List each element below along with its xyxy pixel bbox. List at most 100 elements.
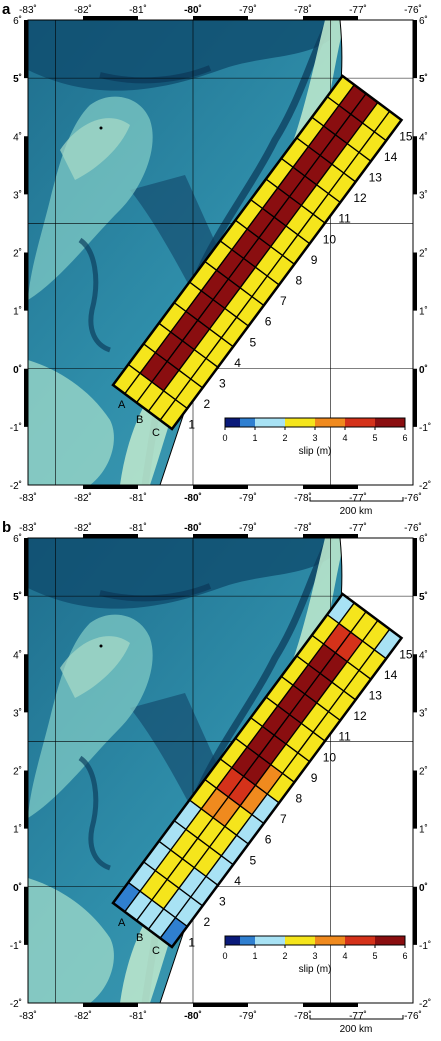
segment-number: 12 xyxy=(353,709,367,723)
colorbar-label: slip (m) xyxy=(299,446,332,457)
lon-tick-label-top: -77˚ xyxy=(349,4,367,16)
lat-tick-label-left: 6˚ xyxy=(13,533,22,545)
colorbar-tick-label: 1 xyxy=(252,951,257,961)
lat-tick-label-right: 4˚ xyxy=(419,649,428,661)
colorbar-tick-label: 0 xyxy=(222,951,227,961)
lon-tick-label-bottom: -78˚ xyxy=(294,1010,312,1022)
segment-number: 10 xyxy=(323,750,337,764)
lon-tick-label-top: -83˚ xyxy=(19,522,37,534)
colorbar-tick-label: 2 xyxy=(282,951,287,961)
segment-number: 3 xyxy=(219,377,226,391)
slip-colorbar: 0 1 2 3 4 5 6 slip (m) xyxy=(222,935,408,975)
slip-colorbar: 0 1 2 3 4 5 6 slip (m) xyxy=(222,417,408,457)
colorbar-tick-label: 5 xyxy=(372,433,377,443)
segment-number: 2 xyxy=(204,397,211,411)
segment-number: 1 xyxy=(188,936,195,950)
lat-tick-label-right: -1˚ xyxy=(419,422,431,434)
lat-tick-label-right: 4˚ xyxy=(419,131,428,143)
lon-tick-label-bottom: -80˚ xyxy=(184,492,202,504)
colorbar-tick-label: 4 xyxy=(342,433,347,443)
segment-number: 8 xyxy=(295,792,302,806)
lat-tick-label-right: 2˚ xyxy=(419,248,428,260)
lat-tick-label-left: 4˚ xyxy=(13,131,22,143)
lon-tick-label-bottom: -79˚ xyxy=(239,1010,257,1022)
lat-tick-label-left: -1˚ xyxy=(10,940,22,952)
lat-tick-label-left: -2˚ xyxy=(10,998,22,1010)
segment-number: 9 xyxy=(311,253,318,267)
colorbar-tick-label: 3 xyxy=(312,951,317,961)
site-label-c: C xyxy=(152,945,160,957)
segment-number: 10 xyxy=(323,232,337,246)
lat-tick-label-right: 0˚ xyxy=(419,364,428,376)
site-label-b: B xyxy=(136,414,143,426)
lat-tick-label-left: 5˚ xyxy=(13,591,22,603)
lon-tick-label-bottom: -77˚ xyxy=(349,492,367,504)
lon-tick-label-bottom: -76˚ xyxy=(404,1010,422,1022)
colorbar-tick-label: 6 xyxy=(402,951,407,961)
scale-bar: 200 km xyxy=(309,497,404,517)
segment-number: 7 xyxy=(280,812,287,826)
site-label-b: B xyxy=(136,932,143,944)
lon-tick-label-bottom: -81˚ xyxy=(129,492,147,504)
colorbar-tick-label: 1 xyxy=(252,433,257,443)
lat-tick-label-right: 5˚ xyxy=(419,73,428,85)
lat-tick-label-left: 1˚ xyxy=(13,824,22,836)
colorbar-tick-label: 4 xyxy=(342,951,347,961)
colorbar-tick-label: 6 xyxy=(402,433,407,443)
colorbar-tick-label: 5 xyxy=(372,951,377,961)
segment-number: 1 xyxy=(188,418,195,432)
segment-number: 11 xyxy=(338,730,351,744)
lon-tick-label-top: -78˚ xyxy=(294,4,312,16)
lat-tick-label-right: 0˚ xyxy=(419,882,428,894)
lon-tick-label-top: -80˚ xyxy=(184,4,202,16)
lat-tick-label-right: 1˚ xyxy=(419,306,428,318)
lat-tick-label-left: 0˚ xyxy=(13,364,22,376)
segment-number: 13 xyxy=(369,171,383,185)
segment-number: 5 xyxy=(250,335,257,349)
lon-tick-label-top: -78˚ xyxy=(294,522,312,534)
lon-tick-label-bottom: -82˚ xyxy=(74,1010,92,1022)
lat-tick-label-right: 3˚ xyxy=(419,189,428,201)
segment-number: 6 xyxy=(265,315,272,329)
lon-tick-label-bottom: -83˚ xyxy=(19,1010,37,1022)
segment-number: 4 xyxy=(234,356,241,370)
scale-bar-label: 200 km xyxy=(340,506,373,517)
site-label-a: A xyxy=(118,917,126,929)
lat-tick-label-right: -2˚ xyxy=(419,480,431,492)
lat-tick-label-left: 5˚ xyxy=(13,73,22,85)
lat-tick-label-right: -1˚ xyxy=(419,940,431,952)
lat-tick-label-left: 2˚ xyxy=(13,248,22,260)
segment-number: 2 xyxy=(204,915,211,929)
lat-tick-label-left: 2˚ xyxy=(13,766,22,778)
lat-tick-label-right: 6˚ xyxy=(419,15,428,27)
lat-tick-label-right: 5˚ xyxy=(419,591,428,603)
lat-tick-label-left: 3˚ xyxy=(13,707,22,719)
colorbar-label: slip (m) xyxy=(299,964,332,975)
lat-tick-label-left: 1˚ xyxy=(13,306,22,318)
segment-number: 12 xyxy=(353,191,367,205)
map-frame xyxy=(24,534,417,1007)
lon-tick-label-bottom: -76˚ xyxy=(404,492,422,504)
segment-number: 3 xyxy=(219,895,226,909)
panel-label: a xyxy=(2,1,11,18)
segment-number: 14 xyxy=(384,668,398,682)
segment-number: 7 xyxy=(280,294,287,308)
lon-tick-label-bottom: -78˚ xyxy=(294,492,312,504)
lon-tick-label-top: -79˚ xyxy=(239,4,257,16)
map-panel-b: 1 2 3 4 5 6 7 8 9 10 11 12 13 14 15 A B C -83˚ -83˚ -82˚ -82˚… xyxy=(0,518,441,1036)
fault-slip-grid xyxy=(111,592,404,949)
site-label-a: A xyxy=(118,399,126,411)
lon-tick-label-top: -80˚ xyxy=(184,522,202,534)
map-panel-a: 1 2 3 4 5 6 7 8 9 10 11 12 13 14 15 A B C -83˚ -83˚ -82˚ -82˚… xyxy=(0,0,441,518)
lon-tick-label-bottom: -82˚ xyxy=(74,492,92,504)
segment-number: 4 xyxy=(234,874,241,888)
colorbar-tick-label: 0 xyxy=(222,433,227,443)
lat-tick-label-left: 6˚ xyxy=(13,15,22,27)
site-label-c: C xyxy=(152,427,160,439)
lon-tick-label-bottom: -81˚ xyxy=(129,1010,147,1022)
lat-tick-label-right: 3˚ xyxy=(419,707,428,719)
segment-number: 6 xyxy=(265,833,272,847)
lat-tick-label-left: 3˚ xyxy=(13,189,22,201)
lon-tick-label-top: -76˚ xyxy=(404,522,422,534)
lon-tick-label-top: -81˚ xyxy=(129,4,147,16)
